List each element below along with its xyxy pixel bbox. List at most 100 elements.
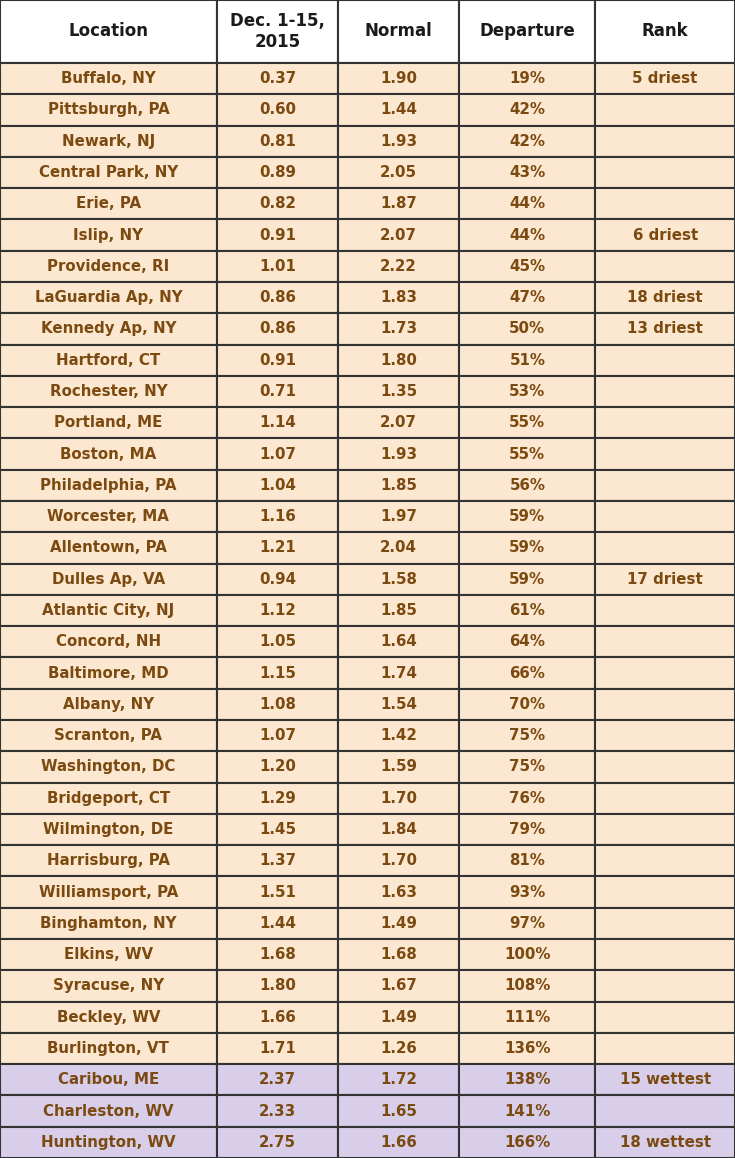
- Bar: [217, 63, 338, 94]
- Bar: [459, 314, 595, 345]
- Bar: [217, 814, 338, 845]
- Text: Islip, NY: Islip, NY: [74, 228, 143, 242]
- Text: 51%: 51%: [509, 353, 545, 368]
- Text: 1.26: 1.26: [380, 1041, 417, 1056]
- Text: 111%: 111%: [504, 1010, 551, 1025]
- Bar: [217, 376, 338, 408]
- Text: 1.49: 1.49: [380, 1010, 417, 1025]
- Text: 1.83: 1.83: [380, 291, 417, 306]
- Text: Providence, RI: Providence, RI: [47, 259, 170, 273]
- Bar: [595, 564, 735, 595]
- Bar: [0, 970, 217, 1002]
- Bar: [459, 63, 595, 94]
- Text: 1.54: 1.54: [380, 697, 417, 712]
- Text: 43%: 43%: [509, 164, 545, 179]
- Text: 1.63: 1.63: [380, 885, 417, 900]
- Bar: [338, 345, 459, 376]
- Bar: [217, 1095, 338, 1127]
- Bar: [459, 0, 595, 63]
- Bar: [217, 345, 338, 376]
- Bar: [459, 626, 595, 658]
- Bar: [217, 1064, 338, 1095]
- Bar: [338, 908, 459, 939]
- Text: 5 driest: 5 driest: [633, 71, 698, 86]
- Bar: [217, 595, 338, 626]
- Text: 1.20: 1.20: [259, 760, 296, 775]
- Text: 1.71: 1.71: [259, 1041, 296, 1056]
- Bar: [338, 1033, 459, 1064]
- Bar: [338, 219, 459, 251]
- Bar: [595, 595, 735, 626]
- Bar: [338, 283, 459, 314]
- Bar: [595, 125, 735, 156]
- Text: Worcester, MA: Worcester, MA: [48, 510, 169, 525]
- Bar: [338, 470, 459, 501]
- Bar: [459, 283, 595, 314]
- Bar: [595, 626, 735, 658]
- Text: 66%: 66%: [509, 666, 545, 681]
- Bar: [459, 501, 595, 533]
- Bar: [595, 689, 735, 720]
- Bar: [459, 877, 595, 908]
- Bar: [0, 939, 217, 970]
- Text: 1.64: 1.64: [380, 635, 417, 650]
- Bar: [459, 439, 595, 470]
- Bar: [595, 376, 735, 408]
- Bar: [338, 752, 459, 783]
- Bar: [338, 689, 459, 720]
- Text: 42%: 42%: [509, 102, 545, 117]
- Text: 1.93: 1.93: [380, 447, 417, 462]
- Bar: [459, 1127, 595, 1158]
- Bar: [595, 439, 735, 470]
- Text: 1.73: 1.73: [380, 322, 417, 337]
- Bar: [595, 470, 735, 501]
- Text: Dec. 1-15,
2015: Dec. 1-15, 2015: [230, 12, 325, 51]
- Text: 1.72: 1.72: [380, 1072, 417, 1087]
- Bar: [595, 1127, 735, 1158]
- Text: 1.58: 1.58: [380, 572, 417, 587]
- Text: 56%: 56%: [509, 478, 545, 493]
- Bar: [459, 908, 595, 939]
- Text: Portland, ME: Portland, ME: [54, 416, 162, 431]
- Text: 19%: 19%: [509, 71, 545, 86]
- Bar: [217, 908, 338, 939]
- Bar: [338, 188, 459, 219]
- Text: 1.45: 1.45: [259, 822, 296, 837]
- Text: 1.65: 1.65: [380, 1104, 417, 1119]
- Bar: [217, 658, 338, 689]
- Bar: [595, 1033, 735, 1064]
- Bar: [0, 156, 217, 188]
- Bar: [338, 501, 459, 533]
- Bar: [595, 314, 735, 345]
- Text: 0.86: 0.86: [259, 322, 296, 337]
- Text: Departure: Departure: [479, 22, 576, 41]
- Text: 47%: 47%: [509, 291, 545, 306]
- Text: Philadelphia, PA: Philadelphia, PA: [40, 478, 176, 493]
- Bar: [217, 314, 338, 345]
- Bar: [459, 845, 595, 877]
- Text: 0.91: 0.91: [259, 228, 296, 242]
- Text: 2.05: 2.05: [380, 164, 417, 179]
- Text: 1.74: 1.74: [380, 666, 417, 681]
- Text: 0.91: 0.91: [259, 353, 296, 368]
- Text: 2.33: 2.33: [259, 1104, 296, 1119]
- Text: 1.93: 1.93: [380, 133, 417, 148]
- Text: 1.44: 1.44: [380, 102, 417, 117]
- Text: 1.12: 1.12: [259, 603, 295, 618]
- Text: 15 wettest: 15 wettest: [620, 1072, 711, 1087]
- Bar: [459, 470, 595, 501]
- Bar: [459, 783, 595, 814]
- Bar: [217, 845, 338, 877]
- Bar: [217, 501, 338, 533]
- Bar: [217, 1002, 338, 1033]
- Text: 1.49: 1.49: [380, 916, 417, 931]
- Bar: [459, 345, 595, 376]
- Text: 1.07: 1.07: [259, 728, 296, 743]
- Text: 18 driest: 18 driest: [628, 291, 703, 306]
- Text: 6 driest: 6 driest: [633, 228, 698, 242]
- Bar: [595, 408, 735, 439]
- Bar: [595, 251, 735, 283]
- Bar: [217, 283, 338, 314]
- Bar: [217, 408, 338, 439]
- Text: 1.70: 1.70: [380, 791, 417, 806]
